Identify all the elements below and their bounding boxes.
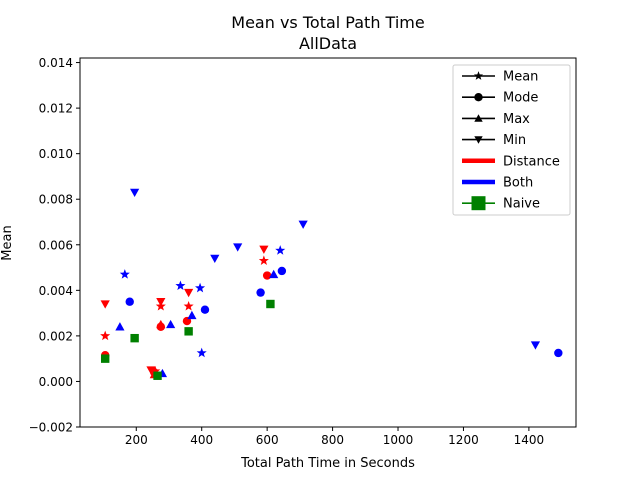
data-point-blue-triangle-up bbox=[187, 310, 197, 320]
data-point-blue-circle bbox=[277, 266, 287, 276]
data-point-red-triangle-down bbox=[146, 366, 156, 375]
data-point-blue-triangle-down bbox=[530, 341, 541, 350]
x-tick-label: 1200 bbox=[448, 433, 479, 447]
data-point-red-star bbox=[100, 330, 111, 341]
data-point-blue-circle bbox=[256, 288, 265, 297]
data-point-blue-triangle-up bbox=[269, 269, 279, 279]
legend-label: Both bbox=[503, 176, 533, 191]
data-point-blue-star bbox=[195, 282, 206, 293]
legend-box bbox=[452, 64, 571, 216]
data-point-green-square bbox=[130, 333, 139, 343]
y-axis-label: Mean bbox=[0, 225, 15, 260]
x-tick-label: 800 bbox=[321, 433, 344, 447]
y-tick-label: 0.010 bbox=[39, 147, 73, 161]
x-tick-label: 200 bbox=[125, 433, 148, 447]
data-marks bbox=[100, 188, 563, 380]
chart-subtitle: AllData bbox=[299, 34, 357, 53]
data-point-red-star bbox=[183, 300, 194, 311]
data-point-blue-triangle-down bbox=[298, 220, 308, 229]
x-tick-label: 400 bbox=[190, 433, 213, 447]
legend-label: Mean bbox=[503, 70, 538, 85]
data-point-blue-triangle-down bbox=[130, 188, 140, 197]
data-point-blue-circle bbox=[554, 348, 563, 358]
data-point-green-square bbox=[153, 371, 162, 380]
legend-circle-icon bbox=[474, 93, 483, 102]
legend-label: Distance bbox=[503, 154, 560, 169]
y-tick-label: −0.002 bbox=[29, 421, 73, 435]
data-point-blue-star bbox=[275, 245, 286, 255]
data-point-red-triangle-down bbox=[156, 298, 166, 307]
data-point-red-triangle-down bbox=[259, 245, 269, 254]
plot-frame bbox=[79, 57, 577, 428]
data-point-blue-circle bbox=[125, 297, 134, 306]
data-point-blue-star bbox=[196, 347, 207, 358]
legend-label: Mode bbox=[503, 91, 538, 106]
x-axis-label: Total Path Time in Seconds bbox=[240, 456, 415, 471]
data-point-blue-triangle-up bbox=[166, 319, 176, 329]
legend-triangle-up-icon bbox=[474, 114, 483, 122]
y-tick-label: 0.002 bbox=[39, 329, 73, 343]
x-tick-label: 1400 bbox=[514, 433, 545, 447]
data-point-blue-star bbox=[119, 269, 130, 279]
data-point-green-square bbox=[184, 327, 193, 336]
data-point-red-triangle-down bbox=[100, 300, 110, 309]
data-point-green-square bbox=[266, 299, 275, 309]
y-tick-label: 0.000 bbox=[39, 375, 73, 389]
data-point-blue-circle bbox=[200, 305, 210, 314]
data-point-red-triangle-down bbox=[184, 288, 194, 298]
y-tick-label: 0.004 bbox=[39, 284, 73, 298]
data-point-blue-triangle-down bbox=[233, 243, 243, 252]
data-point-green-square bbox=[100, 354, 110, 363]
data-point-red-triangle-up bbox=[156, 319, 166, 329]
y-tick-label: 0.014 bbox=[39, 56, 73, 70]
x-axis: 200 400 600 800 1000 1200 1400 bbox=[125, 427, 544, 447]
y-tick-label: 0.008 bbox=[39, 193, 73, 207]
y-axis: −0.002 0.000 0.002 0.004 0.006 0.008 0.010 0.01… bbox=[29, 56, 80, 435]
legend-label: Min bbox=[503, 133, 526, 148]
legend-label: Max bbox=[503, 112, 530, 127]
legend-triangle-down-icon bbox=[474, 136, 483, 144]
x-tick-label: 1000 bbox=[383, 433, 414, 447]
data-point-red-circle bbox=[262, 271, 272, 280]
x-tick-label: 600 bbox=[256, 433, 279, 447]
legend-square-icon bbox=[471, 196, 486, 211]
data-point-blue-triangle-down bbox=[210, 254, 220, 264]
data-point-red-star bbox=[258, 255, 269, 265]
data-point-blue-star bbox=[175, 280, 186, 291]
chart-title: Mean vs Total Path Time bbox=[231, 13, 424, 32]
y-tick-label: 0.006 bbox=[39, 238, 73, 252]
y-tick-label: 0.012 bbox=[39, 102, 73, 116]
data-point-blue-triangle-up bbox=[115, 322, 125, 331]
legend-label: Naive bbox=[503, 197, 540, 212]
legend: Mean Mode Max Min Distance Both Naive bbox=[452, 64, 571, 216]
legend-star-icon bbox=[473, 71, 484, 80]
